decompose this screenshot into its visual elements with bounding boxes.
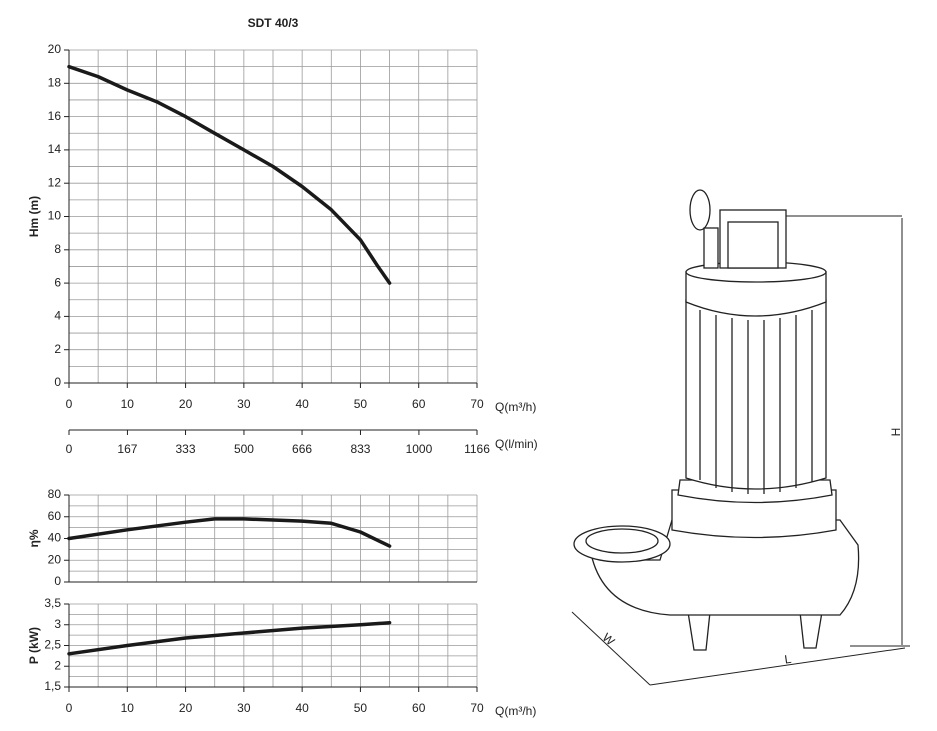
y-tick-label: 14 — [48, 142, 62, 156]
x-tick-label: 20 — [179, 397, 193, 411]
x-tick-label: 60 — [412, 701, 426, 715]
y-tick-label: 6 — [54, 275, 61, 289]
y-tick-label: 12 — [48, 175, 62, 189]
y-tick-label: 80 — [48, 487, 62, 501]
x2-tick-label: 0 — [66, 442, 73, 456]
curve — [67, 517, 392, 548]
x-tick-label: 0 — [66, 397, 73, 411]
x-tick-label: 20 — [179, 701, 193, 715]
y-tick-label: 4 — [54, 309, 61, 323]
x-tick-label: 60 — [412, 397, 426, 411]
y-axis-label: η% — [27, 529, 41, 547]
x2-tick-label: 167 — [117, 442, 137, 456]
y-axis-label: P (kW) — [27, 627, 41, 664]
y-tick-label: 18 — [48, 75, 62, 89]
y-tick-label: 20 — [48, 42, 62, 56]
dim-label: W — [600, 630, 618, 648]
x2-tick-label: 333 — [176, 442, 196, 456]
y-tick-label: 8 — [54, 242, 61, 256]
x2-tick-label: 833 — [350, 442, 370, 456]
x-axis-label: Q(m³/h) — [495, 704, 536, 718]
x2-tick-label: 1166 — [464, 442, 490, 456]
x-tick-label: 70 — [470, 397, 484, 411]
x2-tick-label: 1000 — [406, 442, 433, 456]
x-tick-label: 50 — [354, 701, 368, 715]
x-tick-label: 0 — [66, 701, 73, 715]
x-tick-label: 40 — [295, 397, 309, 411]
y-tick-label: 2,5 — [44, 638, 61, 652]
y-tick-label: 0 — [54, 375, 61, 389]
y-tick-label: 60 — [48, 509, 62, 523]
y-tick-label: 16 — [48, 109, 62, 123]
x2-tick-label: 500 — [234, 442, 254, 456]
x2-tick-label: 666 — [292, 442, 312, 456]
y-tick-label: 0 — [54, 574, 61, 588]
chart-title: SDT 40/3 — [248, 16, 299, 30]
x-axis-label: Q(m³/h) — [495, 400, 536, 414]
x-tick-label: 50 — [354, 397, 368, 411]
x-tick-label: 70 — [470, 701, 484, 715]
y-tick-label: 3 — [54, 617, 61, 631]
x-tick-label: 10 — [121, 397, 135, 411]
y-tick-label: 1,5 — [44, 679, 61, 693]
x-tick-label: 30 — [237, 397, 251, 411]
y-tick-label: 10 — [48, 209, 62, 223]
y-tick-label: 2 — [54, 658, 61, 672]
x2-axis-label: Q(l/min) — [495, 437, 538, 451]
dim-label: L — [784, 652, 793, 667]
y-axis-label: Hm (m) — [27, 196, 41, 237]
y-tick-label: 20 — [48, 552, 62, 566]
pump-drawing — [571, 189, 910, 686]
curve — [67, 620, 392, 656]
y-tick-label: 40 — [48, 531, 62, 545]
y-tick-label: 3,5 — [44, 596, 61, 610]
dim-label: H — [889, 428, 903, 437]
x-tick-label: 10 — [121, 701, 135, 715]
curve — [67, 64, 392, 285]
y-tick-label: 2 — [54, 342, 61, 356]
x-tick-label: 40 — [295, 701, 309, 715]
x-tick-label: 30 — [237, 701, 251, 715]
